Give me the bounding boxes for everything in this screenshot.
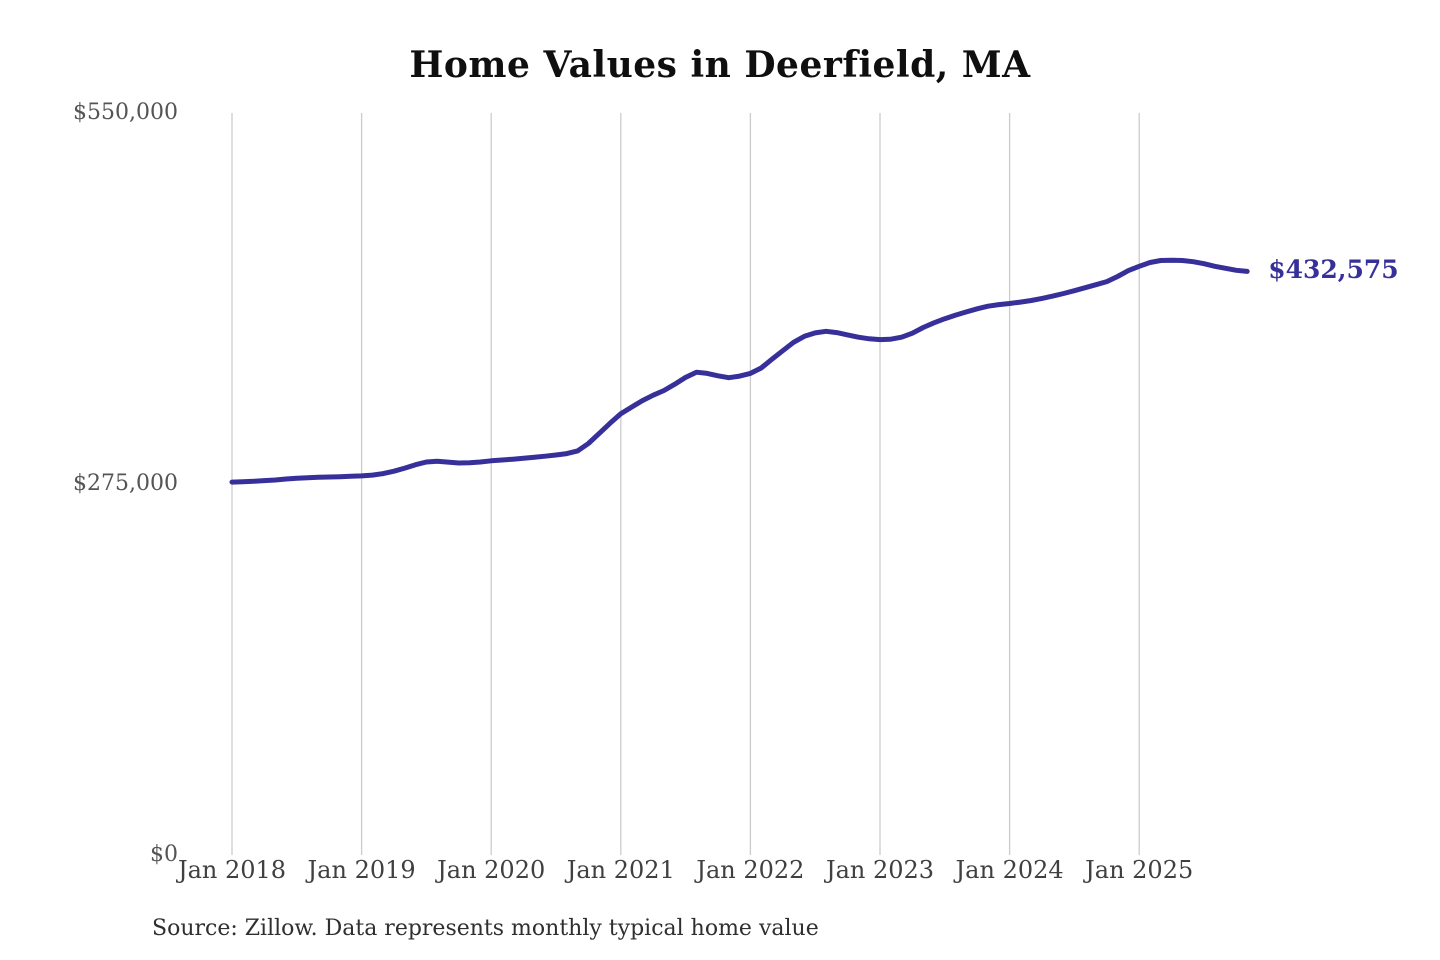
home-value-line-series (229, 257, 1250, 485)
y-axis-tick-label: $275,000 (73, 471, 178, 496)
vertical-gridlines (231, 113, 1140, 855)
x-axis-tick-label: Jan 2018 (177, 856, 287, 884)
latest-value-label: $432,575 (1268, 255, 1399, 285)
x-axis-tick-label: Jan 2019 (307, 856, 416, 884)
x-axis-tick-label: Jan 2025 (1085, 856, 1194, 884)
x-axis-tick-label: Jan 2022 (696, 856, 805, 884)
y-axis-tick-label: $0 (150, 842, 178, 867)
x-axis-tick-label: Jan 2021 (566, 856, 675, 884)
x-axis-tick-label: Jan 2020 (437, 856, 546, 884)
x-axis-tick-label: Jan 2023 (825, 856, 935, 884)
x-axis-tick-label: Jan 2024 (955, 856, 1064, 884)
source-note: Source: Zillow. Data represents monthly … (152, 916, 819, 941)
chart-title: Home Values in Deerfield, MA (409, 44, 1031, 86)
y-axis-tick-label: $550,000 (73, 100, 178, 125)
